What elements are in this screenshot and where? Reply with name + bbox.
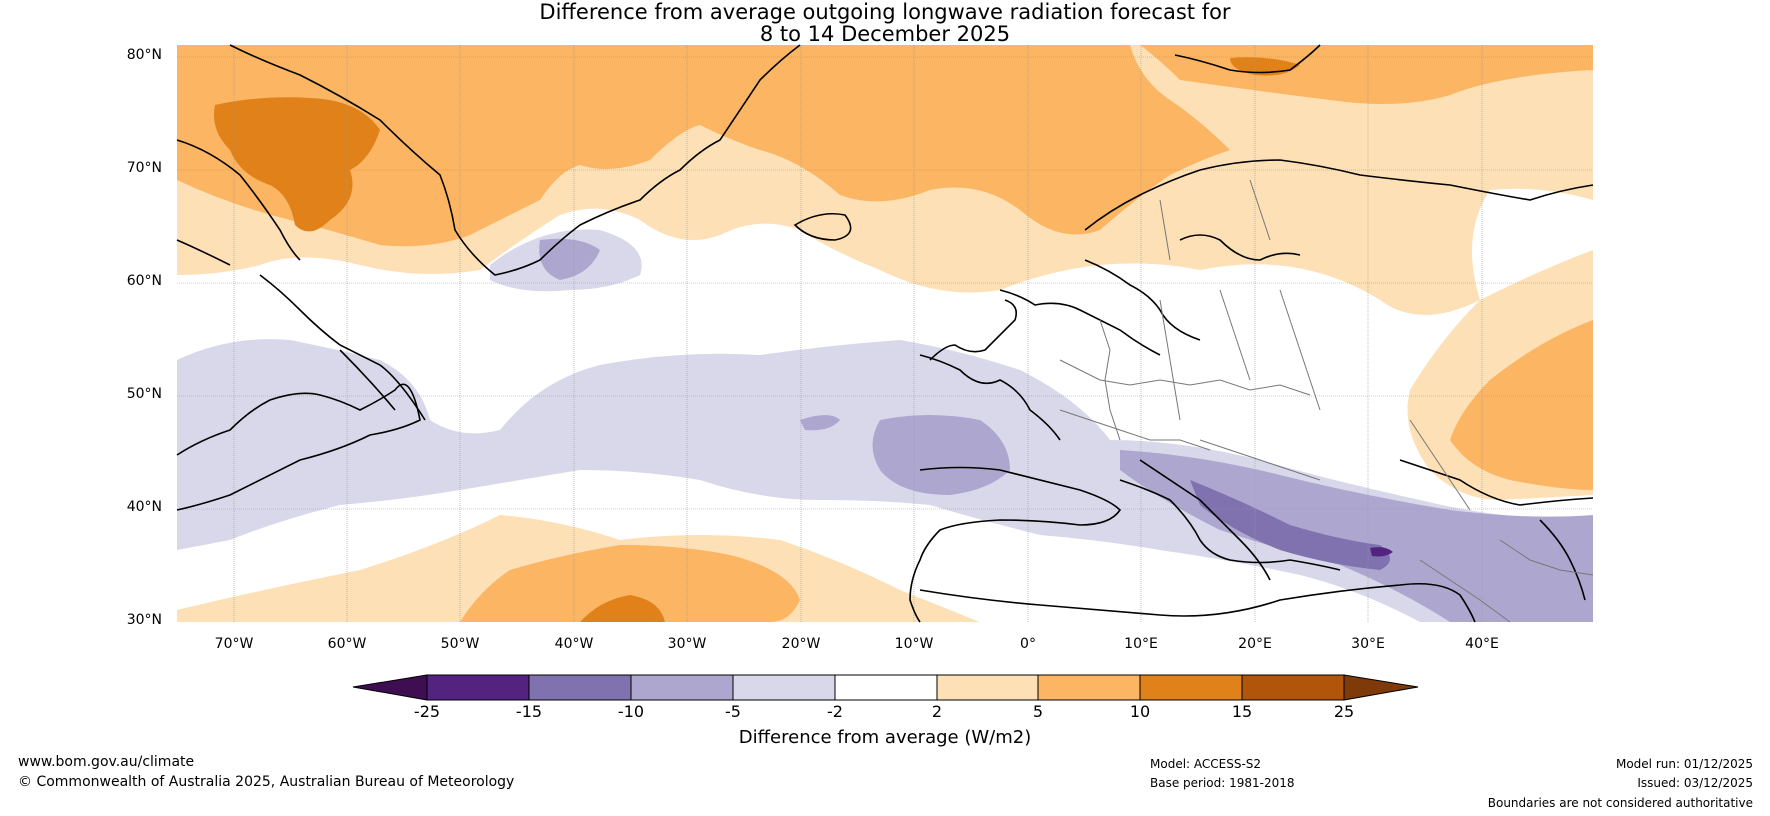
lat-label: 40°N xyxy=(126,499,162,515)
lon-label: 50°W xyxy=(440,636,480,652)
positive-anomaly-east-strong xyxy=(1450,320,1593,490)
colorbar-tick: -10 xyxy=(617,702,645,721)
copyright-text: © Commonwealth of Australia 2025, Austra… xyxy=(18,774,515,790)
lon-label: 60°W xyxy=(327,636,367,652)
issued-date: Issued: 03/12/2025 xyxy=(1637,776,1753,790)
lat-label: 30°N xyxy=(126,612,162,628)
positive-anomaly-south-strong xyxy=(460,545,800,622)
colorbar-segment xyxy=(732,674,836,701)
lon-label: 10°W xyxy=(894,636,934,652)
colorbar-segment xyxy=(528,674,632,701)
lon-label: 10°E xyxy=(1124,636,1158,652)
colorbar-tick: 15 xyxy=(1231,702,1253,721)
colorbar-segment xyxy=(1241,674,1345,701)
lon-label: 30°W xyxy=(667,636,707,652)
positive-anomaly-south-core xyxy=(580,595,665,622)
negative-anomaly-atlantic xyxy=(800,415,1010,495)
positive-anomaly-north-strong xyxy=(177,45,1593,247)
colorbar-tick: 5 xyxy=(1032,702,1044,721)
map-title-line2: 8 to 14 December 2025 xyxy=(759,22,1011,46)
coastlines xyxy=(176,44,1594,623)
negative-anomaly-core xyxy=(1370,547,1393,557)
colorbar-label: Difference from average (W/m2) xyxy=(738,727,1032,748)
negative-anomaly-belt xyxy=(177,339,1593,622)
website-link[interactable]: www.bom.gov.au/climate xyxy=(18,754,195,770)
lat-label: 60°N xyxy=(126,273,162,289)
negative-anomaly-mediterranean xyxy=(1120,450,1593,622)
base-period: Base period: 1981-2018 xyxy=(1150,776,1295,790)
colorbar-tick: 25 xyxy=(1333,702,1355,721)
colorbar-tick: -5 xyxy=(725,702,741,721)
map-title-line1: Difference from average outgoing longwav… xyxy=(539,0,1231,24)
colorbar-tick: -15 xyxy=(515,702,543,721)
lon-label: 0° xyxy=(1020,636,1036,652)
country-borders xyxy=(1059,179,1594,623)
lon-label: 20°E xyxy=(1238,636,1272,652)
colorbar-tick: 2 xyxy=(931,702,943,721)
positive-anomaly-greenland xyxy=(214,97,380,232)
colorbar-segment xyxy=(630,674,734,701)
colorbar-tick: 10 xyxy=(1129,702,1151,721)
colorbar-extend-high xyxy=(1343,674,1419,701)
anomaly-field xyxy=(177,45,1593,622)
colorbar xyxy=(352,674,1419,701)
model-name: Model: ACCESS-S2 xyxy=(1150,757,1262,771)
lat-label: 70°N xyxy=(126,160,162,176)
colorbar-segment xyxy=(936,674,1039,701)
colorbar-segment xyxy=(1037,674,1141,701)
boundaries-disclaimer: Boundaries are not considered authoritat… xyxy=(1487,796,1753,810)
colorbar-segment xyxy=(1139,674,1243,701)
lon-label: 40°E xyxy=(1465,636,1499,652)
lat-label: 80°N xyxy=(126,47,162,63)
model-run-date: Model run: 01/12/2025 xyxy=(1615,757,1753,771)
lon-label: 30°E xyxy=(1351,636,1385,652)
lon-label: 70°W xyxy=(214,636,254,652)
colorbar-tick: -2 xyxy=(827,702,843,721)
lat-label: 50°N xyxy=(126,386,162,402)
lon-label: 20°W xyxy=(781,636,821,652)
colorbar-tick: -25 xyxy=(413,702,441,721)
colorbar-segment xyxy=(834,674,938,701)
negative-anomaly-iceland-south xyxy=(539,238,600,280)
negative-anomaly-aegean xyxy=(1190,480,1390,570)
lon-label: 40°W xyxy=(554,636,594,652)
colorbar-extend-low xyxy=(352,674,428,701)
colorbar-segment xyxy=(426,674,530,701)
